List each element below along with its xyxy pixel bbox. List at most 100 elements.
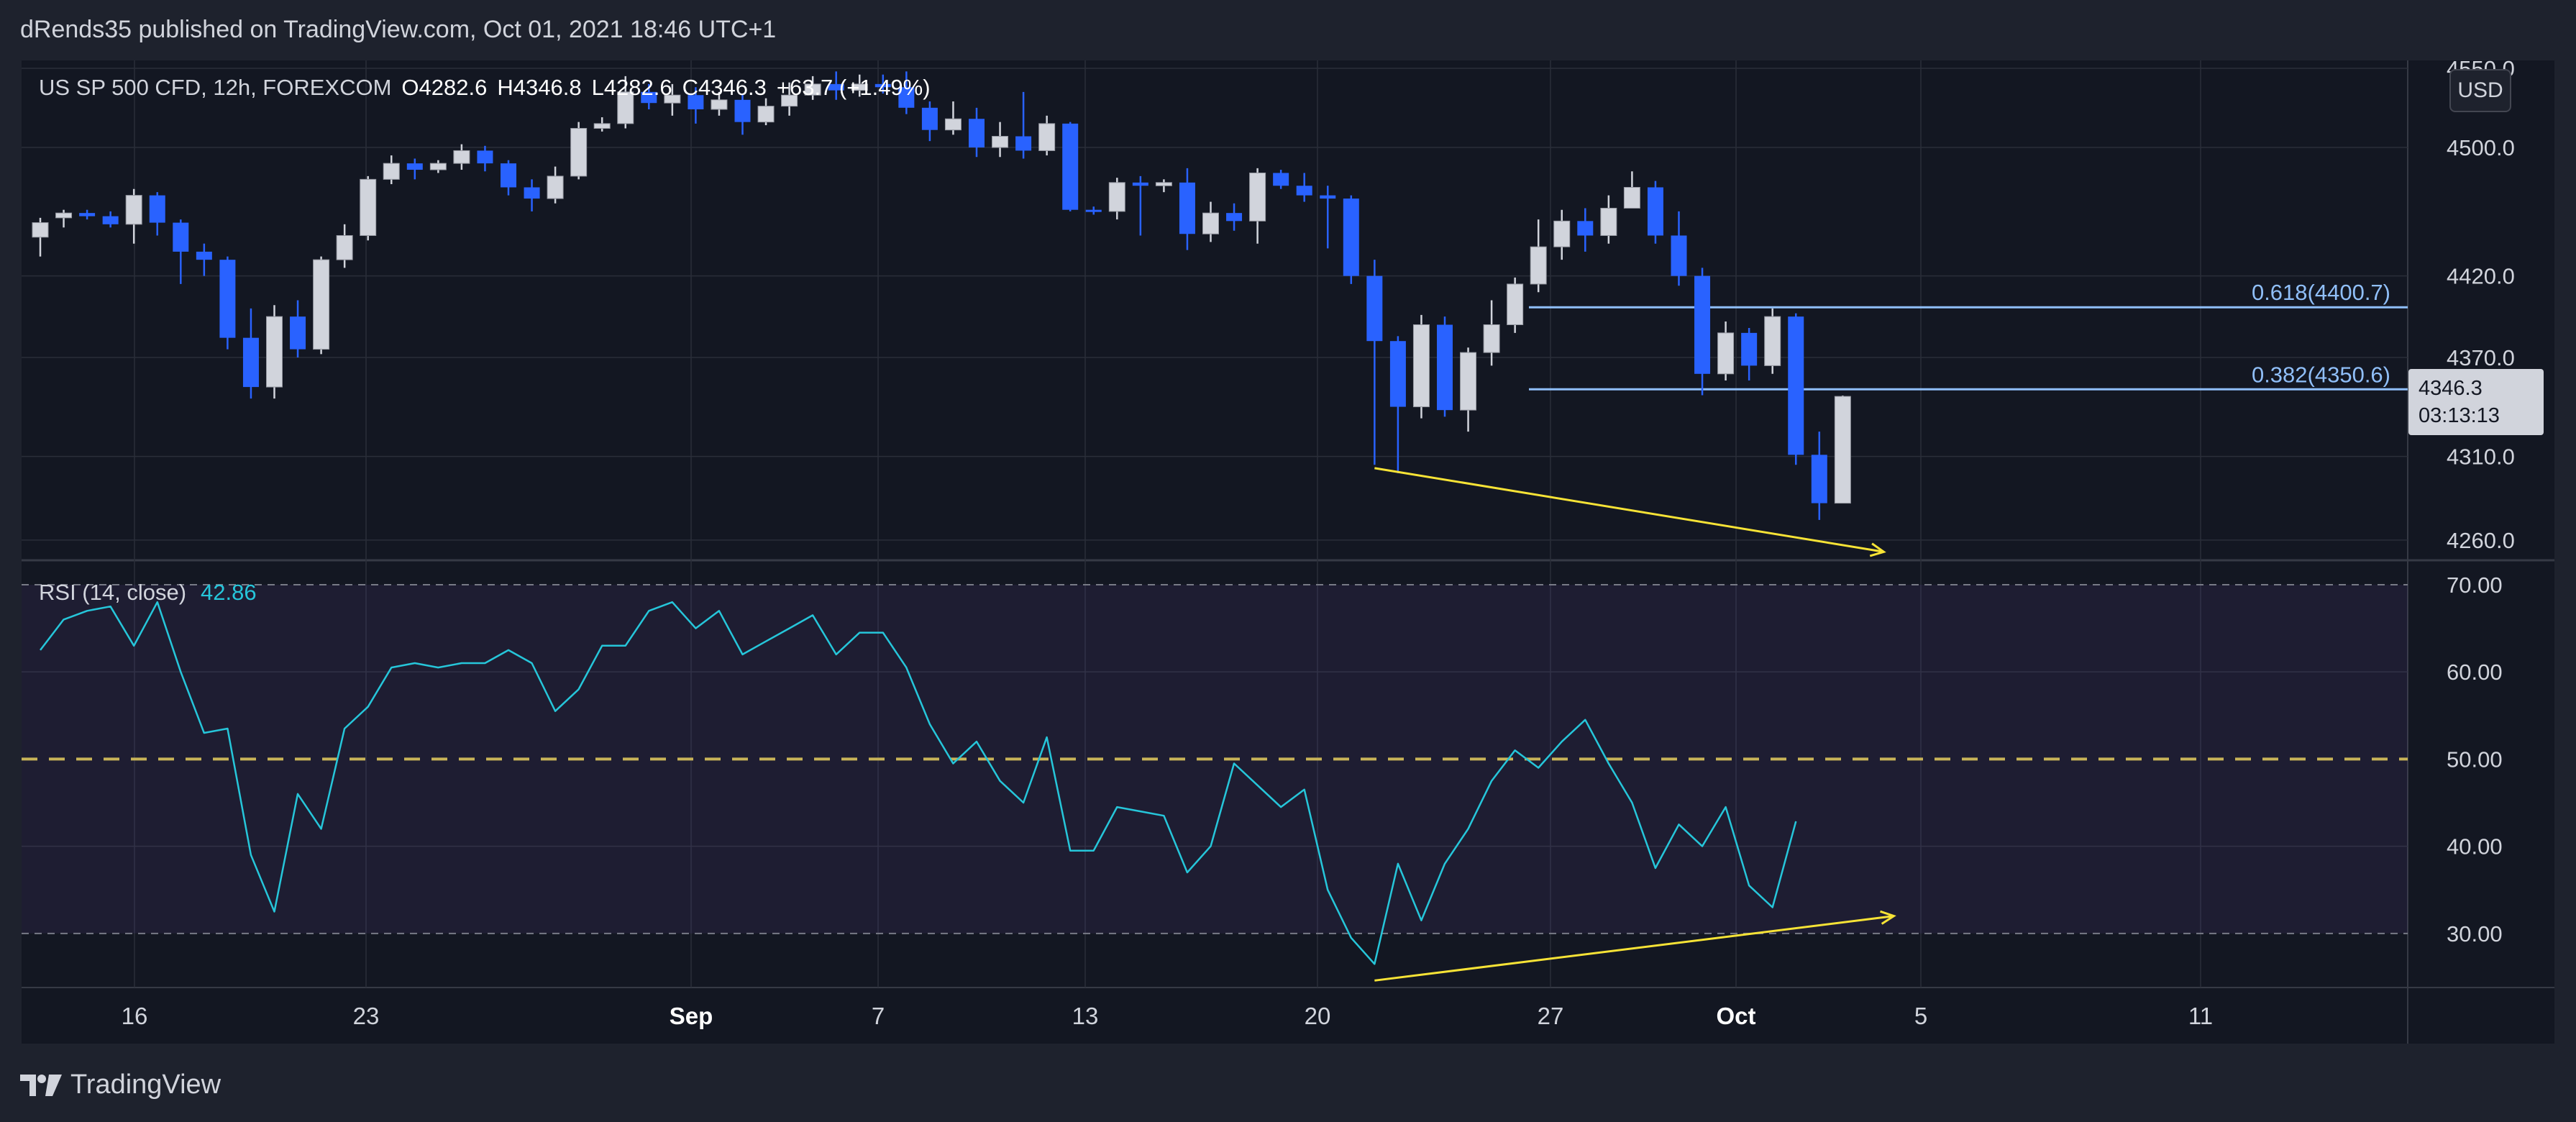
candle[interactable] bbox=[125, 195, 142, 225]
candle[interactable] bbox=[1530, 246, 1547, 285]
candle[interactable] bbox=[851, 83, 868, 91]
candle[interactable] bbox=[453, 150, 470, 164]
candle[interactable] bbox=[1694, 275, 1711, 374]
candle[interactable] bbox=[1108, 182, 1125, 212]
candle[interactable] bbox=[1788, 316, 1804, 455]
candle[interactable] bbox=[944, 118, 962, 131]
candle[interactable] bbox=[1623, 186, 1640, 209]
candle[interactable] bbox=[1038, 123, 1056, 151]
candle[interactable] bbox=[1366, 275, 1383, 342]
candle[interactable] bbox=[102, 216, 119, 224]
rsi-tick-label: 30.00 bbox=[2447, 921, 2503, 947]
candle[interactable] bbox=[149, 195, 165, 223]
candle[interactable] bbox=[1507, 283, 1524, 325]
axis-corner bbox=[2408, 988, 2554, 1044]
candle[interactable] bbox=[757, 106, 775, 123]
candle[interactable] bbox=[804, 83, 821, 96]
candle[interactable] bbox=[1320, 195, 1336, 199]
candle[interactable] bbox=[898, 87, 915, 108]
candle[interactable] bbox=[1553, 220, 1571, 247]
candle[interactable] bbox=[1249, 172, 1266, 222]
time-tick-label: 23 bbox=[353, 1003, 380, 1029]
currency-button[interactable]: USD bbox=[2449, 69, 2511, 112]
price-axis[interactable] bbox=[2408, 60, 2554, 988]
candle[interactable] bbox=[1085, 209, 1102, 212]
candle[interactable] bbox=[242, 337, 259, 388]
candle[interactable] bbox=[969, 119, 985, 147]
candle[interactable] bbox=[406, 163, 423, 170]
candle[interactable] bbox=[1834, 396, 1851, 504]
candle[interactable] bbox=[79, 213, 96, 216]
candle[interactable] bbox=[1343, 199, 1359, 276]
rsi-pane[interactable] bbox=[22, 560, 2408, 988]
candle[interactable] bbox=[290, 316, 306, 350]
candle[interactable] bbox=[1741, 332, 1758, 366]
candle[interactable] bbox=[55, 212, 73, 219]
rsi-legend[interactable]: RSI (14, close) 42.86 bbox=[39, 580, 257, 606]
candle[interactable] bbox=[1273, 173, 1289, 186]
candle[interactable] bbox=[383, 163, 400, 180]
candle[interactable] bbox=[1671, 235, 1687, 276]
candle[interactable] bbox=[570, 127, 588, 177]
candle[interactable] bbox=[688, 95, 704, 110]
price-tick-label: 4500.0 bbox=[2447, 135, 2515, 160]
candle[interactable] bbox=[313, 259, 330, 350]
candle[interactable] bbox=[921, 107, 938, 130]
candle[interactable] bbox=[336, 234, 353, 260]
candle[interactable] bbox=[734, 99, 751, 122]
candle[interactable] bbox=[429, 163, 447, 170]
symbol-name[interactable]: US SP 500 CFD, 12h, FOREXCOM bbox=[39, 75, 392, 100]
price-pane[interactable] bbox=[22, 60, 2408, 560]
candle[interactable] bbox=[360, 178, 377, 236]
candle[interactable] bbox=[992, 136, 1009, 148]
candle[interactable] bbox=[874, 83, 891, 88]
candle[interactable] bbox=[828, 83, 844, 91]
divergence-arrows[interactable] bbox=[1374, 467, 1896, 982]
symbol-legend[interactable]: US SP 500 CFD, 12h, FOREXCOM O4282.6 H43… bbox=[39, 75, 931, 101]
candle[interactable] bbox=[1226, 213, 1243, 222]
candle[interactable] bbox=[173, 222, 189, 252]
candle[interactable] bbox=[1647, 187, 1663, 236]
ohlc-high: H4346.8 bbox=[497, 75, 582, 100]
candle[interactable] bbox=[32, 222, 49, 238]
time-axis[interactable] bbox=[22, 988, 2408, 1044]
candle[interactable] bbox=[1015, 136, 1032, 151]
candle[interactable] bbox=[1764, 316, 1781, 366]
candle[interactable] bbox=[781, 94, 798, 107]
candle[interactable] bbox=[1600, 207, 1617, 236]
tradingview-logo[interactable]: TradingView bbox=[20, 1069, 221, 1100]
candle[interactable] bbox=[711, 99, 728, 110]
candle[interactable] bbox=[219, 260, 236, 338]
candle[interactable] bbox=[593, 123, 611, 129]
candle[interactable] bbox=[1811, 455, 1827, 503]
rsi-title[interactable]: RSI (14, close) bbox=[39, 580, 187, 605]
candle[interactable] bbox=[524, 187, 540, 199]
candle[interactable] bbox=[1437, 324, 1453, 411]
rsi-tick-label: 40.00 bbox=[2447, 834, 2503, 859]
candle[interactable] bbox=[1132, 182, 1148, 186]
candle[interactable] bbox=[196, 251, 212, 260]
rsi-divergence-arrow[interactable] bbox=[1374, 915, 1894, 982]
rsi-line[interactable] bbox=[40, 601, 1797, 965]
candle[interactable] bbox=[477, 150, 493, 164]
candlestick-series[interactable] bbox=[32, 71, 1851, 520]
candle[interactable] bbox=[1412, 324, 1430, 408]
candle[interactable] bbox=[1483, 324, 1500, 353]
candle[interactable] bbox=[1202, 212, 1219, 234]
candle[interactable] bbox=[1389, 341, 1406, 407]
fibonacci-retracement[interactable]: 0.618(4400.7) 0.382(4350.6) bbox=[1529, 280, 2408, 391]
price-divergence-arrow[interactable] bbox=[1374, 467, 1884, 553]
candle[interactable] bbox=[547, 175, 564, 199]
candle[interactable] bbox=[664, 94, 681, 104]
candle[interactable] bbox=[1460, 352, 1477, 411]
candle[interactable] bbox=[1179, 182, 1195, 234]
candle[interactable] bbox=[617, 91, 634, 124]
candle[interactable] bbox=[1062, 123, 1079, 210]
candle[interactable] bbox=[266, 316, 283, 388]
candle[interactable] bbox=[1577, 221, 1594, 236]
candle[interactable] bbox=[501, 163, 516, 188]
candle[interactable] bbox=[641, 91, 657, 104]
candle[interactable] bbox=[1717, 332, 1735, 375]
candle[interactable] bbox=[1155, 182, 1172, 186]
candle[interactable] bbox=[1296, 186, 1312, 196]
